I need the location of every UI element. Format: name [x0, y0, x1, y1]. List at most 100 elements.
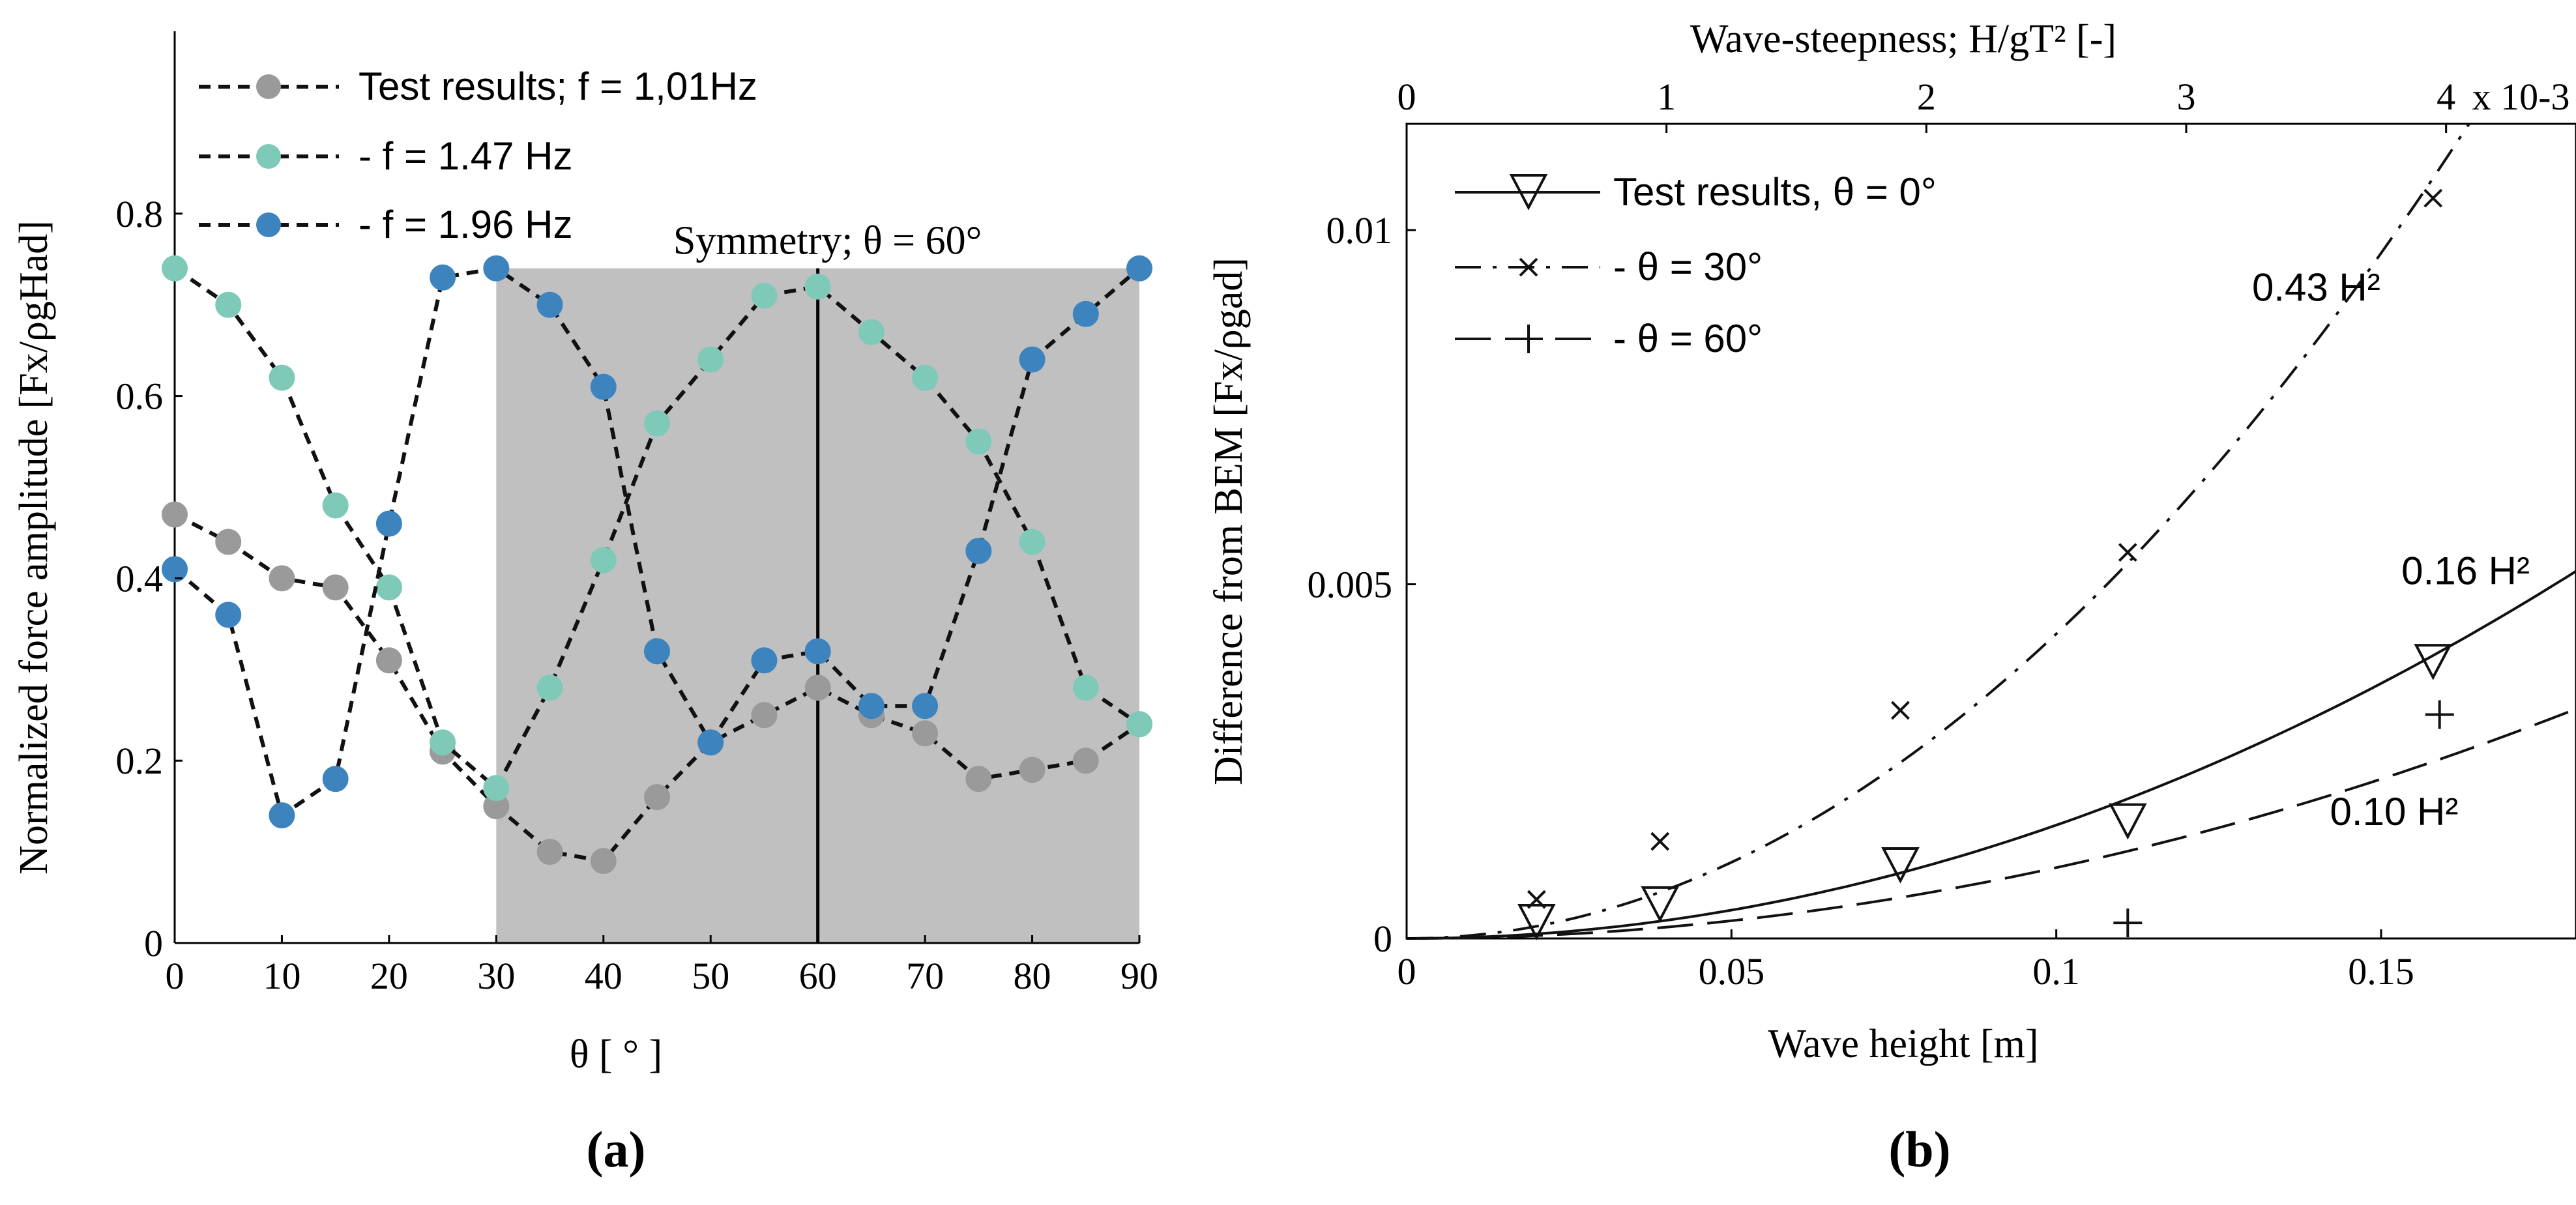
- panel-a-y-tick-label: 0.2: [116, 740, 164, 782]
- panel-a-axes: [173, 31, 1139, 944]
- x-marker: [1891, 701, 1910, 720]
- fit-curve-2: [1406, 123, 2470, 940]
- panel-b-top-ticks: 0 1 2 3 4: [1398, 76, 2455, 133]
- panel-b-x-ticks: 0 0.05 0.1 0.15: [1398, 929, 2414, 993]
- data-point-series-1: [269, 565, 295, 592]
- data-point-series-2: [697, 346, 724, 373]
- data-point-series-1: [162, 501, 188, 528]
- plus-marker: [1514, 325, 1543, 353]
- panel-b-y-ticks: 0 0.005 0.01: [1308, 209, 1416, 960]
- panel-a-x-tick-label: 90: [1120, 955, 1158, 997]
- data-point-series-2: [644, 410, 670, 437]
- triangle-marker: [1881, 847, 1920, 884]
- panel-b-markers: [1517, 188, 2454, 940]
- plus-marker: [2113, 908, 2143, 938]
- triangle-marker: [2414, 644, 2453, 680]
- data-point-series-2: [375, 574, 402, 601]
- panel-a-x-tick-label: 60: [799, 955, 837, 997]
- data-point-series-2: [858, 319, 885, 345]
- data-point-series-1: [912, 720, 939, 747]
- legend-marker: [256, 74, 281, 99]
- panel-b-x-tick-label: 0.15: [2348, 950, 2414, 993]
- panel-a-x-tick-label: 10: [263, 955, 300, 997]
- panel-a-x-tick-label: 50: [692, 955, 729, 997]
- data-point-series-3: [644, 638, 670, 665]
- data-point-series-3: [430, 264, 456, 291]
- panel-a-x-tick-label: 40: [585, 955, 622, 997]
- x-marker-stroke: [1650, 832, 1670, 851]
- x-marker: [1650, 832, 1670, 851]
- triangle-marker: [1641, 886, 1680, 923]
- data-point-series-3: [912, 693, 939, 719]
- data-point-series-3: [858, 693, 885, 719]
- data-point-series-2: [1072, 675, 1099, 701]
- panel-a-x-tick-label: 0: [166, 955, 184, 997]
- data-point-series-2: [1126, 711, 1152, 738]
- data-point-series-3: [590, 373, 617, 400]
- x-marker-stroke: [2118, 543, 2137, 562]
- data-point-series-1: [375, 647, 402, 674]
- panel-a-y-label: Normalized force amplitude [Fx/ρgHad]: [12, 220, 56, 875]
- legend-label: - θ = 60°: [1613, 317, 1763, 360]
- triangle-marker: [2108, 803, 2147, 840]
- x-marker-stroke: [1527, 890, 1546, 909]
- data-point-series-1: [1072, 748, 1099, 774]
- x-marker: [2423, 188, 2443, 208]
- panel-b-top-exponent: x 10-3: [2472, 76, 2570, 118]
- x-marker: [1527, 890, 1546, 909]
- legend-label: - f = 1.96 Hz: [359, 203, 572, 246]
- fit-label-2: 0.43 H²: [2252, 266, 2380, 310]
- panel-a-label: (a): [587, 1121, 646, 1178]
- data-point-series-1: [644, 784, 670, 811]
- data-point-series-3: [215, 602, 242, 628]
- data-point-series-2: [912, 364, 939, 391]
- panel-a-y-ticks: 0 0.2 0.4 0.6 0.8: [116, 193, 183, 965]
- data-point-series-2: [430, 729, 456, 756]
- x-marker-stroke: [1519, 257, 1538, 277]
- panel-a-legend: Test results; f = 1,01Hz - f = 1.47 Hz - f…: [199, 65, 757, 246]
- data-point-series-2: [162, 255, 188, 282]
- data-point-series-1: [536, 839, 563, 865]
- panel-b-y-tick-label: 0.005: [1308, 564, 1393, 606]
- data-point-series-2: [269, 364, 295, 391]
- data-point-series-3: [1019, 346, 1046, 373]
- panel-a-x-tick-label: 80: [1014, 955, 1051, 997]
- data-point-series-3: [1072, 300, 1099, 327]
- panel-a-y-tick-label: 0.8: [116, 193, 164, 235]
- panel-b-y-tick-label: 0: [1373, 918, 1392, 960]
- panel-b-fit-labels: 0.16 H² 0.43 H² 0.10 H²: [2252, 266, 2530, 834]
- panel-b-x-tick-label: 0.05: [1699, 950, 1765, 993]
- data-point-series-1: [1019, 757, 1046, 783]
- x-marker: [1519, 257, 1538, 277]
- panel-a-x-label: θ [ ° ]: [570, 1032, 662, 1077]
- triangle-marker: [1517, 904, 1556, 940]
- data-point-series-3: [162, 556, 188, 583]
- x-marker-stroke: [1891, 701, 1910, 720]
- data-point-series-1: [590, 848, 617, 875]
- data-point-series-2: [483, 775, 510, 802]
- panel-b-x-label: Wave height [m]: [1768, 1022, 2038, 1066]
- panel-b-top-tick-label: 4: [2437, 76, 2455, 118]
- legend-label: - θ = 30°: [1613, 245, 1763, 289]
- panel-b-label: (b): [1888, 1121, 1950, 1178]
- panel-b-x-tick-label: 0: [1398, 950, 1416, 993]
- data-point-series-3: [965, 538, 992, 564]
- data-point-series-3: [536, 291, 563, 318]
- panel-b-top-tick-label: 2: [1917, 76, 1936, 118]
- data-point-series-1: [215, 529, 242, 555]
- panel-a-x-tick-label: 30: [477, 955, 515, 997]
- panel-b-y-tick-label: 0.01: [1326, 209, 1393, 252]
- data-point-series-1: [322, 574, 349, 601]
- fit-curve-1: [1407, 570, 2576, 940]
- panel-a-x-tick-label: 70: [906, 955, 944, 997]
- x-marker-stroke: [2423, 188, 2443, 208]
- panel-a-y-tick-label: 0.4: [116, 557, 164, 600]
- data-point-series-2: [322, 492, 349, 519]
- data-point-series-2: [536, 675, 563, 701]
- symmetry-label: Symmetry; θ = 60°: [673, 219, 982, 263]
- legend-label: Test results, θ = 0°: [1613, 170, 1937, 214]
- panel-b-top-tick-label: 0: [1398, 76, 1416, 118]
- triangle-marker: [1509, 174, 1548, 211]
- data-point-series-3: [375, 510, 402, 537]
